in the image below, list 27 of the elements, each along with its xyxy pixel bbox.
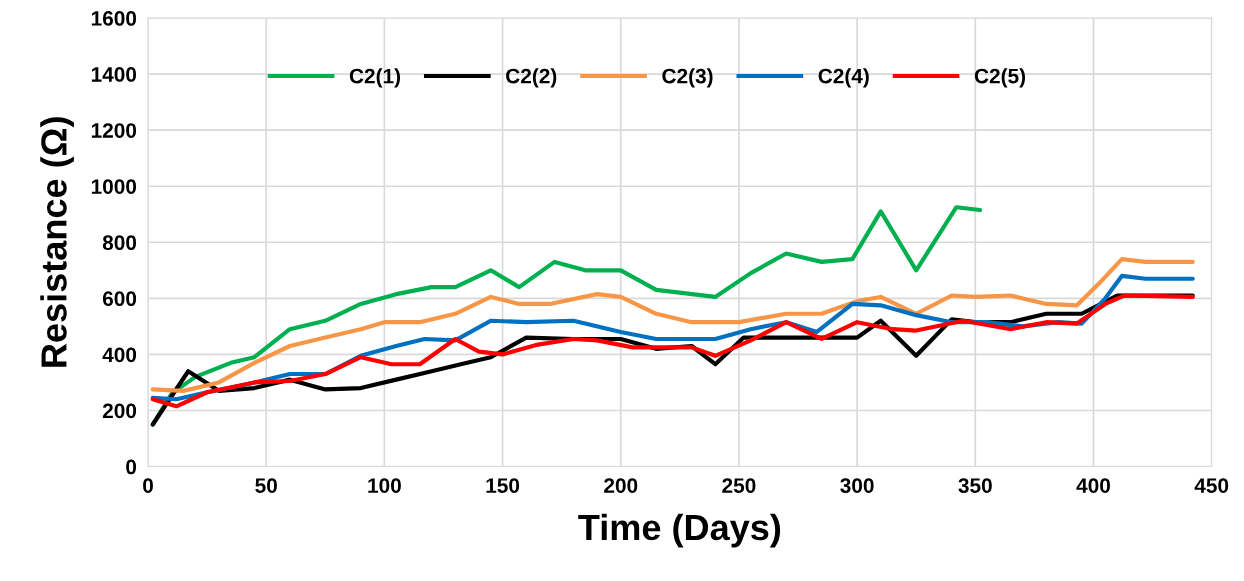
y-tick-label: 200 xyxy=(102,403,137,419)
x-tick-label: 250 xyxy=(722,478,756,493)
x-axis-title: Time (Days) xyxy=(578,513,781,548)
y-tick-label: 1000 xyxy=(91,179,137,194)
y-tick-label: 600 xyxy=(102,291,137,307)
x-tick-label: 400 xyxy=(1076,478,1110,493)
legend-label: C2(3) xyxy=(662,68,713,88)
x-tick-label: 350 xyxy=(958,478,992,493)
x-tick-label: 100 xyxy=(368,478,401,493)
legend-label: C2(5) xyxy=(974,68,1026,88)
x-tick-label: 50 xyxy=(255,478,277,493)
y-tick-label: 1200 xyxy=(91,123,137,138)
x-tick-label: 200 xyxy=(604,478,638,493)
x-tick-label: 450 xyxy=(1194,478,1229,493)
y-tick-label: 0 xyxy=(126,459,137,475)
y-tick-label: 400 xyxy=(102,347,137,363)
y-tick-label: 800 xyxy=(102,235,137,251)
y-tick-label: 1400 xyxy=(91,67,137,82)
line-series xyxy=(150,257,1195,393)
x-tick-label: 150 xyxy=(486,478,520,493)
x-tick-label: 300 xyxy=(840,478,874,493)
y-axis-title: Resistance (Ω) xyxy=(40,117,74,367)
legend-label: C2(2) xyxy=(506,68,557,88)
x-tick-label: 0 xyxy=(143,478,153,493)
legend-label: C2(4) xyxy=(818,68,869,88)
legend-label: C2(1) xyxy=(349,68,401,88)
y-tick-label: 1600 xyxy=(91,11,137,26)
